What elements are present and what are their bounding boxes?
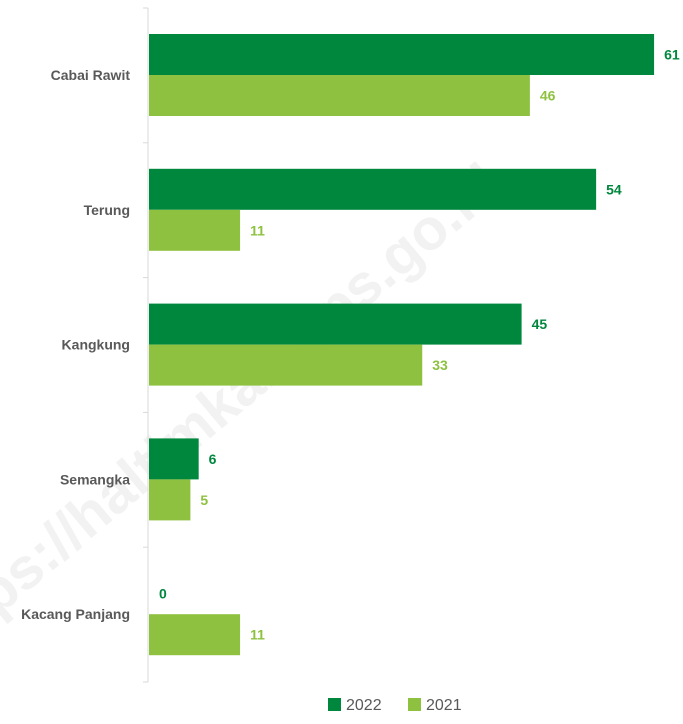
bar-2021-kacang-panjang — [149, 614, 241, 656]
legend-label: 2022 — [346, 697, 382, 714]
legend-swatch-2021 — [408, 698, 421, 711]
bar-2021-semangka — [149, 479, 191, 521]
data-label: 54 — [606, 181, 622, 197]
data-label: 61 — [664, 47, 680, 63]
data-label: 46 — [540, 88, 556, 104]
category-label: Kacang Panjang — [21, 606, 130, 622]
legend-swatch-2022 — [328, 698, 341, 711]
bar-2021-cabai-rawit — [149, 75, 530, 116]
data-label: 45 — [532, 316, 548, 332]
category-label: Terung — [84, 202, 130, 218]
bar-2021-terung — [149, 209, 241, 251]
data-label: 11 — [250, 222, 265, 238]
data-label: 33 — [432, 357, 448, 373]
legend-label: 2021 — [426, 697, 462, 714]
legend: 2022 2021 — [328, 697, 462, 714]
bar-2022-semangka — [149, 438, 199, 480]
bar-2022-terung — [149, 168, 597, 210]
data-label: 6 — [209, 451, 217, 467]
data-label: 5 — [200, 492, 208, 508]
plot-area: Cabai Rawit 61 46 Terung 54 11 Kangkung 45 33 Sem… — [21, 7, 680, 683]
category-label: Semangka — [60, 471, 130, 487]
category-label: Cabai Rawit — [51, 67, 131, 83]
bar-2022-kangkung — [149, 303, 522, 345]
data-label: 0 — [159, 586, 167, 602]
bar-2021-kangkung — [149, 344, 423, 386]
data-label: 11 — [250, 627, 265, 643]
category-label: Kangkung — [62, 337, 130, 353]
bar-2022-cabai-rawit — [149, 34, 655, 75]
